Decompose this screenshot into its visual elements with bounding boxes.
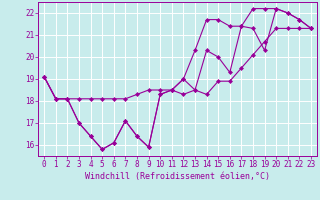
X-axis label: Windchill (Refroidissement éolien,°C): Windchill (Refroidissement éolien,°C) [85, 172, 270, 181]
